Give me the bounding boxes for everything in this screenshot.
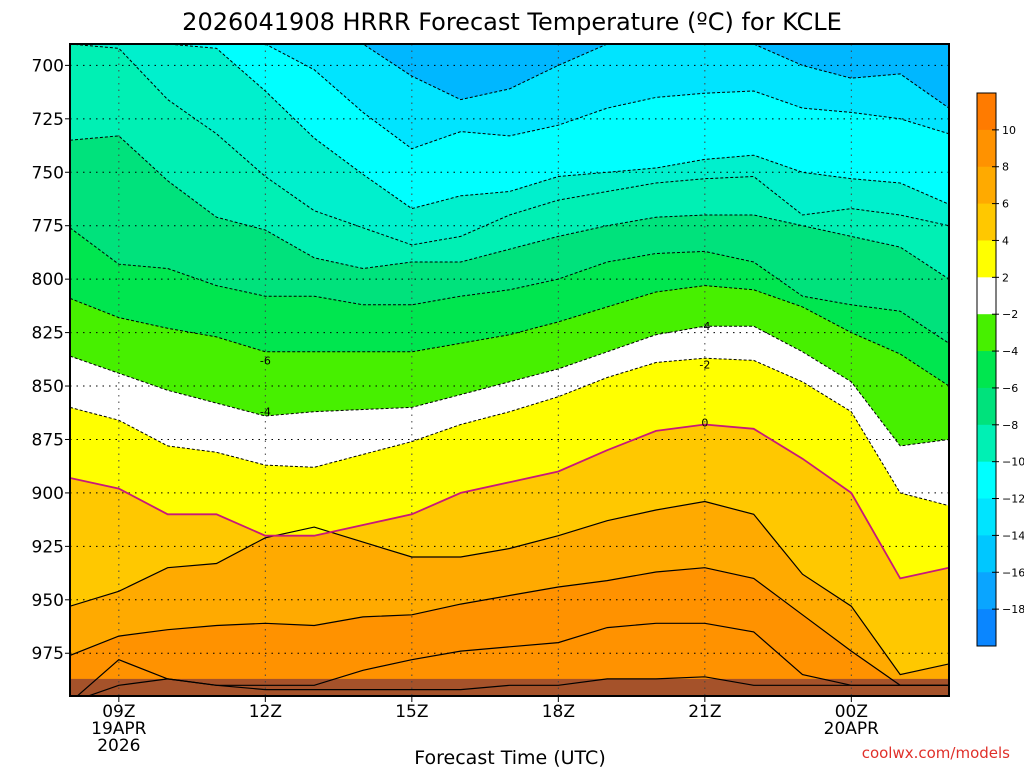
isotherm-minus-14 <box>70 44 949 210</box>
x-tick-label-21-0: 21Z <box>688 702 721 722</box>
x-axis-label: Forecast Time (UTC) <box>414 747 605 768</box>
colorbar-label-4: 2 <box>1002 271 1009 284</box>
isotherm-minus-10 <box>70 135 949 280</box>
x-tick-label-18-0: 18Z <box>542 702 575 722</box>
colorbar-swatch-5 <box>977 277 996 315</box>
y-tick-label-800: 800 <box>32 270 64 290</box>
colorbar-swatch-1 <box>977 129 996 168</box>
contour-labels: -6 -4 -4 -2 0 <box>260 320 710 429</box>
colorbar-label-0: 10 <box>1002 124 1016 137</box>
isotherm-minus-8 <box>70 227 949 344</box>
isotherm-0 <box>70 423 949 580</box>
colorbar-swatch-6 <box>977 314 996 352</box>
contour-label-0: -6 <box>260 354 271 367</box>
colorbar-swatch-2 <box>977 166 996 205</box>
x-tick-label-9-1: 19APR <box>91 719 147 739</box>
colorbar-swatch-4 <box>977 240 996 278</box>
y-tick-label-850: 850 <box>32 377 64 397</box>
y-tick-label-875: 875 <box>32 430 64 450</box>
contour-label-2: -4 <box>699 320 710 333</box>
chart-title: 2026041908 HRRR Forecast Temperature (ºC… <box>182 8 842 36</box>
colorbar-label-8: −8 <box>1002 419 1018 432</box>
colorbar-label-3: 4 <box>1002 234 1009 247</box>
colorbar-swatch-11 <box>977 498 996 536</box>
colorbar-label-10: −12 <box>1002 493 1024 506</box>
x-tick-label-24-0: 00Z <box>835 702 868 722</box>
x-tick-label-24-1: 20APR <box>824 719 880 739</box>
y-tick-label-700: 700 <box>32 56 64 76</box>
isotherm-minus-6 <box>70 285 949 387</box>
colorbar-label-13: −18 <box>1002 603 1024 616</box>
credit-text: coolwx.com/models <box>862 744 1010 762</box>
colorbar-label-12: −16 <box>1002 566 1024 579</box>
contour-label-1: -4 <box>260 406 271 419</box>
colorbar-label-1: 8 <box>1002 161 1009 174</box>
y-tick-label-975: 975 <box>32 644 64 664</box>
colorbar-swatch-8 <box>977 387 996 426</box>
band-fill-minus-18 <box>70 44 949 109</box>
isotherm-6 <box>76 622 949 696</box>
band-fill-minus-16 <box>70 44 949 149</box>
x-tick-label-12-0: 12Z <box>249 702 282 722</box>
colorbar-swatch-12 <box>977 535 996 573</box>
ground-layer <box>70 678 949 696</box>
isotherm-minus-2 <box>70 357 949 507</box>
colorbar-label-11: −14 <box>1002 529 1024 542</box>
y-tick-label-750: 750 <box>32 163 64 183</box>
colorbar: 10 8 6 4 2 −2 −4 −6 −8 −10 −12 −14 −16 −18 <box>976 92 1024 647</box>
colorbar-label-6: −4 <box>1002 345 1018 358</box>
y-tick-label-900: 900 <box>32 484 64 504</box>
y-tick-label-825: 825 <box>32 324 64 344</box>
isotherm-minus-16 <box>70 44 949 150</box>
y-tick-label-925: 925 <box>32 537 64 557</box>
colorbar-label-7: −6 <box>1002 382 1018 395</box>
y-tick-label-775: 775 <box>32 217 64 237</box>
colorbar-swatch-7 <box>977 351 996 389</box>
plot-frame <box>69 43 950 697</box>
colorbar-swatch-3 <box>977 203 996 241</box>
colorbar-label-2: 6 <box>1002 198 1009 211</box>
isotherm-minus-4 <box>70 325 949 447</box>
x-tick-label-9-2: 2026 <box>97 736 140 756</box>
colorbar-label-9: −10 <box>1002 456 1024 469</box>
isotherm-lines <box>70 44 949 696</box>
y-tick-label-950: 950 <box>32 591 64 611</box>
colorbar-swatch-14 <box>977 609 996 647</box>
colorbar-swatch-13 <box>977 572 996 610</box>
isotherm-4 <box>70 567 949 686</box>
ground-band <box>70 678 949 696</box>
y-tick-label-725: 725 <box>32 110 64 130</box>
colorbar-swatch-9 <box>977 424 996 463</box>
x-tick-label-15-0: 15Z <box>395 702 428 722</box>
contour-label-4: 0 <box>701 416 708 429</box>
colorbar-swatch-10 <box>977 461 996 500</box>
temperature-fill-layer <box>70 44 949 696</box>
grid-lines <box>70 44 949 696</box>
isotherm-minus-18 <box>70 44 949 109</box>
colorbar-label-5: −2 <box>1002 308 1018 321</box>
colorbar-frame <box>976 92 997 647</box>
contour-label-3: -2 <box>699 359 710 372</box>
isotherm-minus-12 <box>70 44 949 246</box>
y-axis-ticks: 700 725 750 775 800 825 850 875 900 925 950 975 <box>32 56 70 664</box>
x-tick-label-9-0: 09Z <box>102 702 135 722</box>
isotherm-2 <box>70 500 949 676</box>
colorbar-swatch-0 <box>977 93 996 131</box>
